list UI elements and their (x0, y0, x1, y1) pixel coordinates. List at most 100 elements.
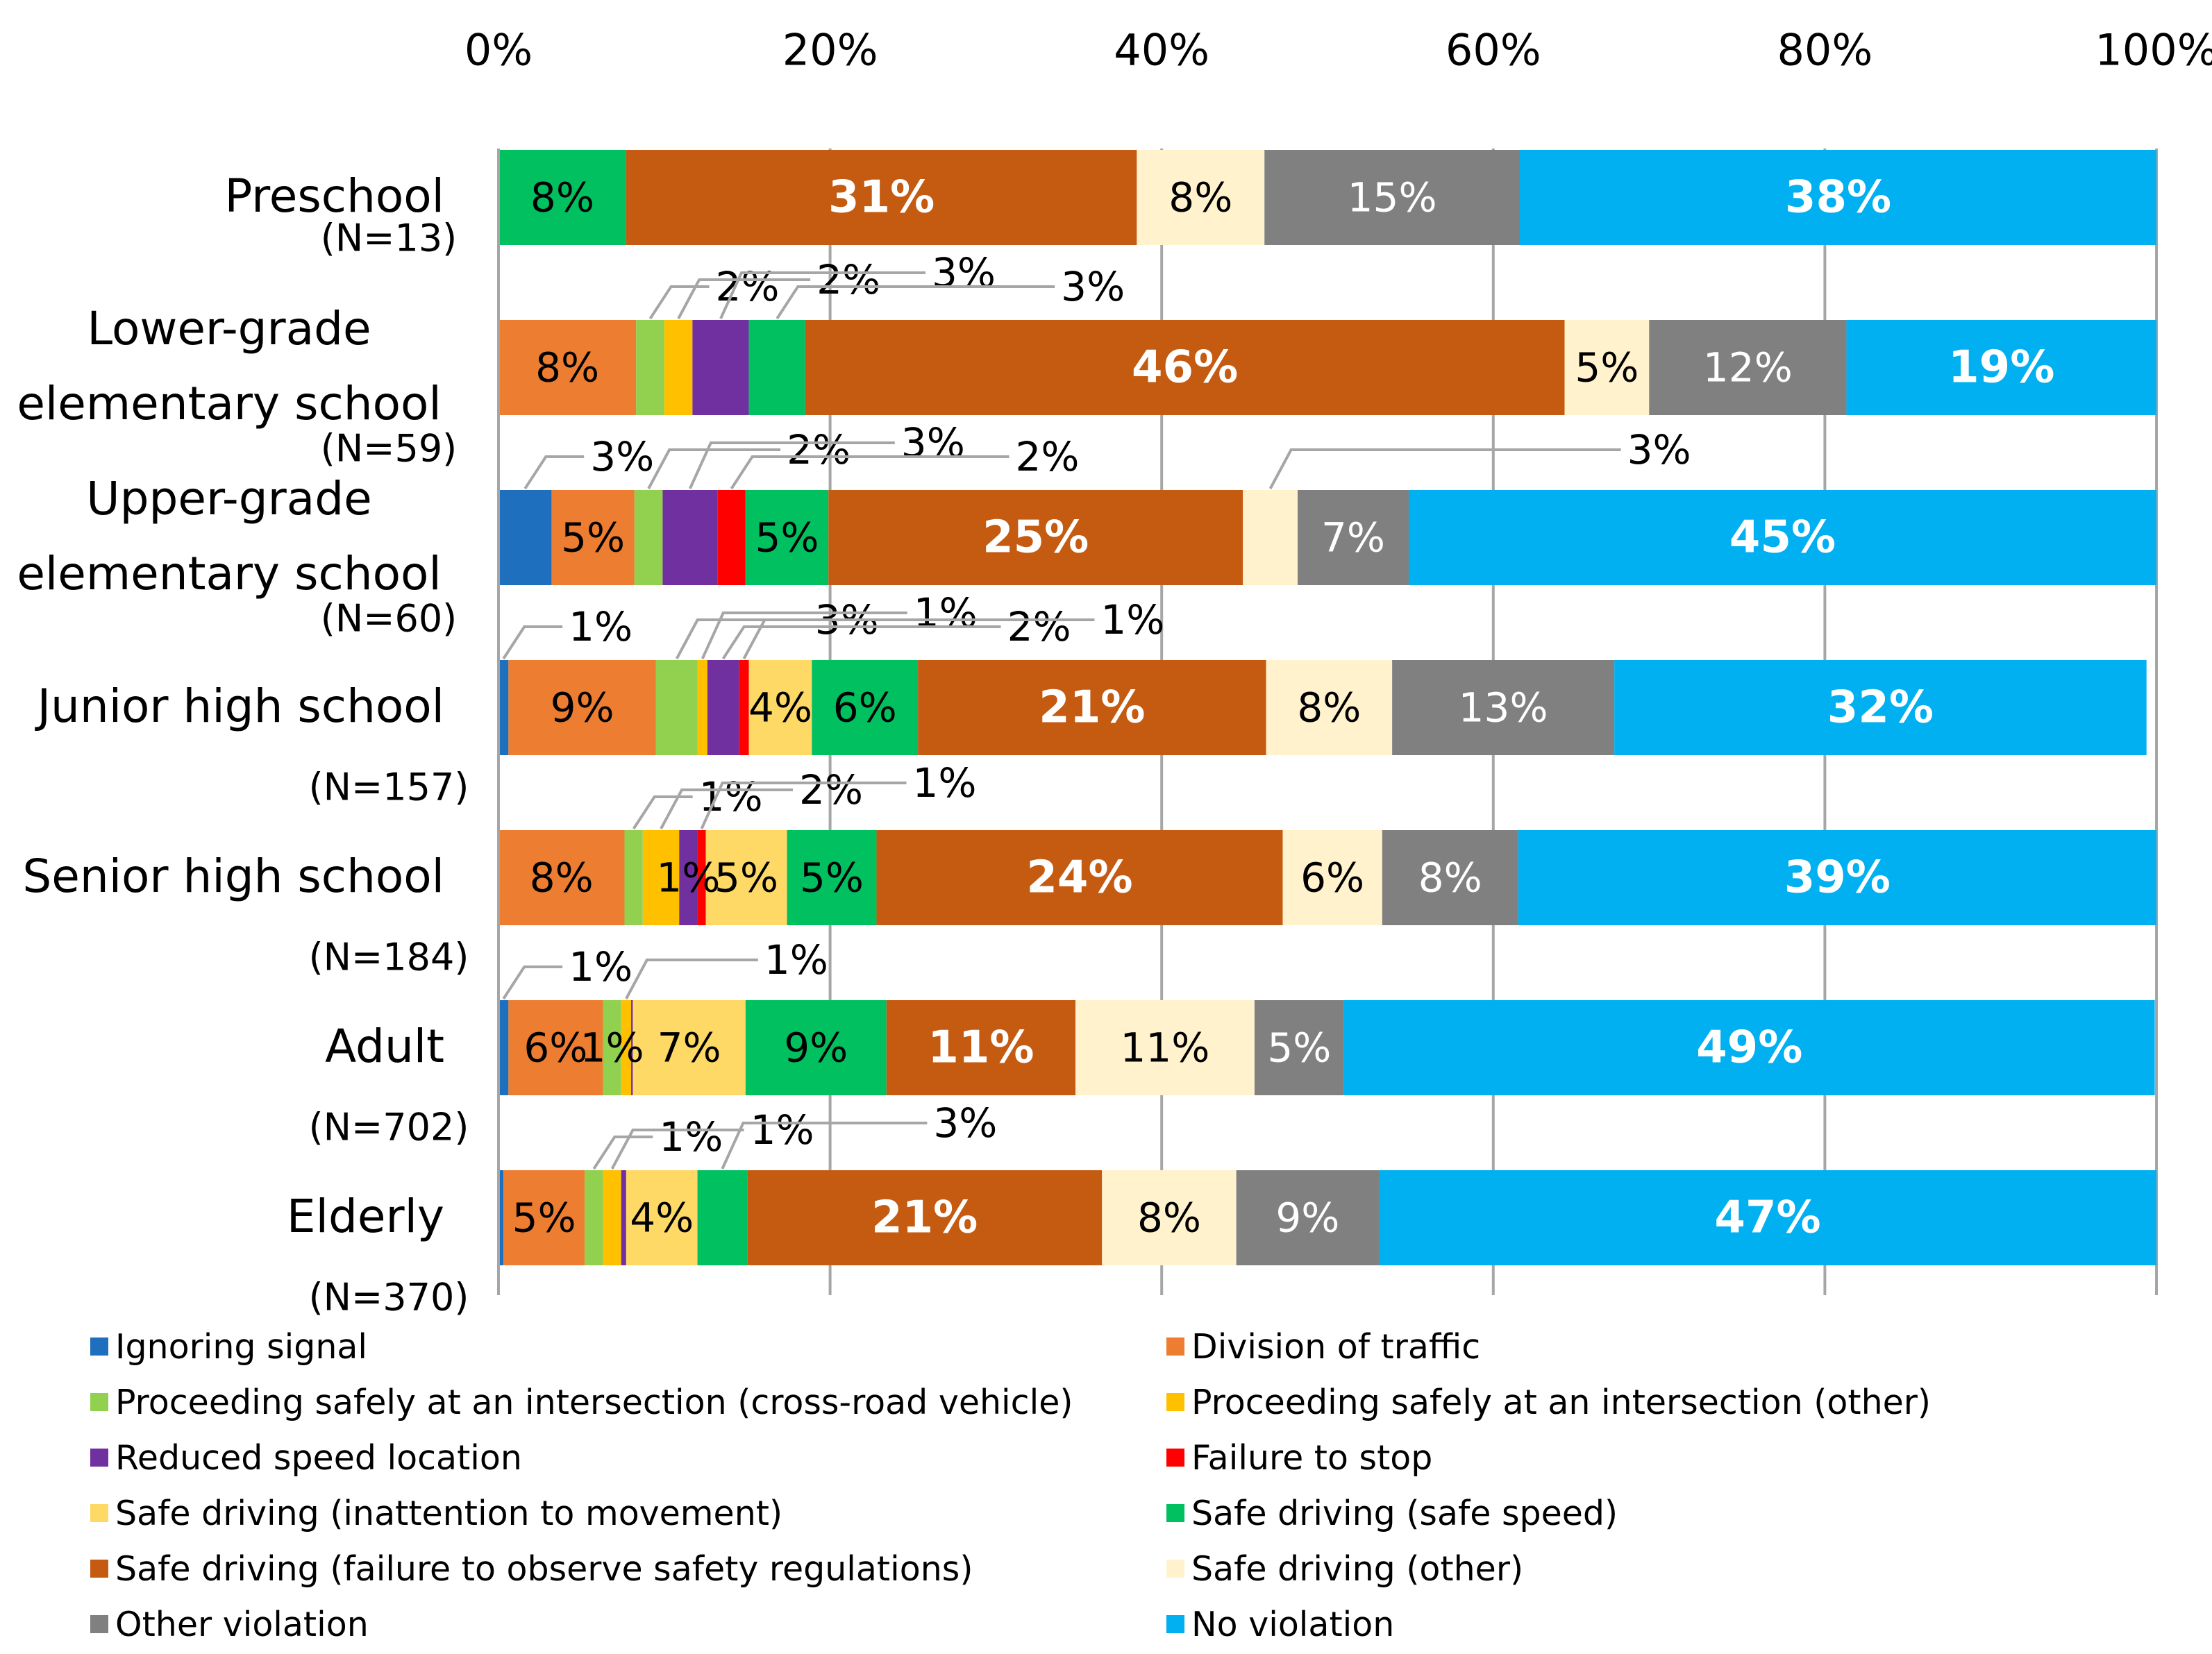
callout-label: 1% (569, 943, 632, 990)
callout-label: 2% (787, 426, 851, 473)
bar-segment (697, 660, 707, 755)
bar-segment (918, 660, 1266, 755)
bar-segment (748, 660, 812, 755)
bar-segment (1614, 660, 2147, 755)
bar-segment (747, 1170, 1103, 1265)
bar-segment (876, 830, 1283, 925)
bar-segment (603, 1000, 621, 1095)
bar-segment (1298, 490, 1409, 585)
data-label: 9% (551, 684, 614, 732)
bar-segment (508, 1000, 603, 1095)
bar-segment (1343, 1000, 2155, 1095)
bar-segment (805, 320, 1565, 415)
legend-item: Reduced speed location (90, 1433, 522, 1482)
callout-label: 1% (569, 603, 632, 650)
data-label: 8% (1297, 684, 1361, 732)
callout-label: 1% (764, 936, 828, 984)
legend-label: Safe driving (failure to observe safety … (115, 1548, 973, 1589)
n-label: (N=157) (309, 766, 469, 809)
bar-segment (745, 490, 829, 585)
bar-segment (508, 660, 656, 755)
data-label: 1% (580, 1024, 644, 1072)
data-label: 6% (523, 1024, 587, 1072)
callout-label: 3% (590, 433, 654, 480)
legend-swatch (90, 1560, 108, 1578)
bar-segment (655, 660, 698, 755)
callout-label: 3% (901, 419, 965, 466)
data-label: 4% (630, 1195, 694, 1242)
bar-segment (1518, 830, 2156, 925)
bar-segment (812, 660, 919, 755)
bar-segment (498, 150, 626, 245)
bar-segment (1266, 660, 1393, 755)
bar-segment (624, 830, 643, 925)
legend-label: Other violation (115, 1604, 369, 1644)
x-tick-label: 80% (1777, 25, 1872, 76)
bar-segment (603, 1170, 621, 1265)
x-tick-label: 60% (1446, 25, 1541, 76)
n-label: (N=60) (321, 597, 458, 641)
legend-swatch (1166, 1615, 1184, 1633)
callout-leader (592, 1136, 653, 1170)
data-label: 8% (535, 344, 599, 391)
callout-label: 3% (1627, 426, 1691, 473)
legend-item: Safe driving (inattention to movement) (90, 1489, 782, 1537)
data-label: 38% (1785, 172, 1891, 223)
x-tick-label: 100% (2095, 25, 2212, 76)
callout-label: 1% (914, 589, 978, 636)
data-label: 1% (656, 854, 720, 902)
data-label: 5% (800, 854, 864, 902)
bar-segment (1282, 830, 1382, 925)
data-label: 12% (1703, 344, 1793, 391)
data-label: 7% (657, 1024, 721, 1072)
x-tick-label: 40% (1114, 25, 1209, 76)
data-label: 5% (714, 854, 778, 902)
data-label: 25% (982, 512, 1089, 564)
bar-segment (697, 1170, 748, 1265)
callout-label: 2% (799, 766, 863, 813)
legend-item: Safe driving (safe speed) (1166, 1489, 1618, 1537)
data-label: 13% (1459, 684, 1548, 732)
callout-leader (1268, 448, 1621, 489)
bar-segment (886, 1000, 1076, 1095)
bar-segment (636, 320, 664, 415)
legend-item: No violation (1166, 1600, 1394, 1648)
category-label: elementary school (17, 377, 441, 430)
data-label: 6% (1300, 854, 1364, 902)
data-label: 15% (1348, 174, 1437, 221)
legend-swatch (90, 1504, 108, 1522)
legend-label: Proceeding safely at an intersection (cr… (115, 1382, 1073, 1422)
callout-label: 3% (932, 249, 996, 296)
callout-leader (721, 1122, 928, 1170)
data-label: 9% (1275, 1195, 1339, 1242)
bar-segment (498, 320, 637, 415)
bar-segment (1102, 1170, 1237, 1265)
legend-item: Division of traffic (1166, 1322, 1480, 1371)
data-label: 11% (928, 1022, 1034, 1074)
legend-label: Failure to stop (1191, 1437, 1433, 1478)
data-label: 49% (1696, 1022, 1802, 1074)
legend-item: Safe driving (failure to observe safety … (90, 1544, 973, 1593)
callout-leader (502, 625, 563, 660)
category-label: Preschool (224, 169, 444, 223)
legend-label: Division of traffic (1191, 1326, 1481, 1367)
bar-segment (705, 830, 787, 925)
category-labels: Preschool(N=13) Lower-grade elementary sch… (17, 169, 469, 1315)
callout-leader (701, 611, 907, 659)
bar-segment (626, 1170, 698, 1265)
data-label: 8% (530, 854, 594, 902)
bar-segment (748, 320, 805, 415)
callout-label: 3% (1061, 263, 1125, 310)
category-label: Upper-grade (86, 472, 371, 525)
data-label: 5% (512, 1195, 576, 1242)
bar-segment (828, 490, 1243, 585)
bar-segment (631, 1000, 633, 1095)
x-tick-label: 20% (782, 25, 878, 76)
callout-leader (688, 441, 895, 489)
n-label: (N=184) (309, 936, 469, 979)
bar-segment (1846, 320, 2156, 415)
data-label: 9% (784, 1024, 848, 1072)
callout-label: 3% (933, 1099, 997, 1147)
bar-segment (1254, 1000, 1344, 1095)
bar-segment (626, 150, 1137, 245)
